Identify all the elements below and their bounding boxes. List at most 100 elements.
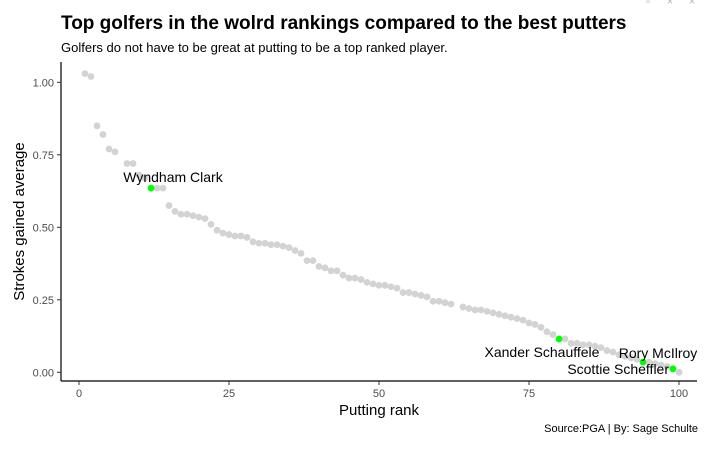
highlight-point: [669, 365, 677, 373]
data-point: [105, 145, 113, 153]
data-point: [489, 309, 497, 317]
data-point: [423, 293, 431, 301]
data-point: [477, 306, 485, 314]
data-point: [165, 202, 173, 209]
data-point: [363, 279, 371, 286]
data-point: [237, 232, 245, 240]
chart-subtitle: Golfers do not have to be great at putti…: [61, 40, 448, 55]
data-point: [141, 174, 149, 182]
data-point: [441, 299, 449, 307]
x-tick-label: 25: [223, 388, 235, 400]
data-point: [429, 297, 437, 305]
data-point: [573, 339, 581, 347]
data-point: [309, 257, 317, 265]
window-controls: ▫ × ×: [642, 0, 698, 8]
data-point: [321, 264, 329, 272]
data-point: [561, 335, 569, 343]
data-point: [177, 210, 185, 218]
x-tick-label: 100: [670, 388, 688, 400]
data-point: [465, 305, 473, 312]
data-point: [417, 292, 425, 299]
data-point: [381, 281, 389, 289]
data-point: [333, 267, 341, 275]
data-point: [99, 131, 107, 138]
data-point: [411, 290, 419, 298]
data-point: [387, 283, 395, 291]
data-point: [87, 73, 95, 80]
data-point: [597, 344, 605, 352]
data-point: [399, 289, 407, 296]
data-point: [495, 310, 503, 318]
data-point: [243, 234, 251, 241]
data-point: [345, 274, 353, 282]
data-point: [525, 319, 533, 327]
point-label: Wyndham Clark: [123, 169, 223, 185]
data-point: [279, 242, 287, 250]
data-point: [267, 241, 275, 249]
data-point: [219, 229, 227, 237]
data-point: [135, 171, 143, 179]
data-point: [513, 315, 521, 323]
close-icon[interactable]: ×: [666, 0, 674, 8]
data-point: [357, 276, 365, 283]
x-axis-title: Putting rank: [339, 402, 420, 419]
x-tick-label: 0: [76, 388, 82, 400]
data-point: [459, 303, 467, 311]
data-point: [651, 360, 659, 367]
data-point: [261, 239, 269, 247]
data-point: [579, 341, 587, 349]
data-point: [543, 328, 551, 336]
data-point: [213, 226, 221, 234]
close-icon[interactable]: ×: [688, 0, 696, 8]
x-tick-label: 50: [373, 388, 385, 400]
data-point: [375, 281, 383, 289]
data-point: [129, 160, 137, 167]
highlight-point: [639, 358, 647, 366]
x-tick-label: 75: [523, 388, 535, 400]
data-point: [393, 284, 401, 292]
data-point: [483, 308, 491, 315]
data-point: [621, 352, 629, 360]
y-tick-label: 0.75: [33, 150, 54, 162]
data-point: [339, 271, 347, 279]
data-point: [627, 354, 635, 362]
data-point: [471, 306, 479, 314]
data-point: [189, 212, 197, 220]
highlight-point: [555, 335, 563, 343]
highlight-point: [147, 184, 155, 192]
y-tick-label: 0.50: [33, 222, 54, 234]
data-point: [657, 361, 665, 369]
points-highlight: [147, 184, 677, 373]
data-point: [171, 207, 179, 215]
data-point: [159, 184, 167, 192]
data-point: [291, 247, 299, 254]
y-tick-label: 1.00: [33, 77, 54, 89]
data-point: [123, 160, 131, 167]
data-point: [327, 267, 335, 275]
data-point: [645, 358, 653, 366]
data-point: [615, 351, 623, 359]
data-point: [405, 289, 413, 296]
data-point: [315, 263, 323, 270]
data-point: [285, 244, 293, 252]
data-point: [183, 210, 191, 218]
data-point: [303, 257, 311, 265]
y-tick-label: 0.25: [33, 295, 54, 307]
point-label: Xander Schauffele: [485, 344, 600, 360]
data-point: [609, 348, 617, 356]
data-point: [567, 339, 575, 347]
data-point: [201, 215, 209, 223]
axes: 0 25 50 75 100 0.00 0.25 0.50 0.75 1.00 Putting ra…: [11, 62, 697, 419]
minimize-icon[interactable]: ▫: [646, 0, 650, 8]
data-point: [663, 363, 671, 370]
data-point: [231, 232, 239, 240]
chart-title: Top golfers in the wolrd rankings compar…: [61, 13, 627, 34]
data-point: [519, 316, 527, 324]
data-point: [537, 323, 545, 331]
data-point: [447, 300, 455, 308]
data-point: [207, 221, 215, 228]
data-point: [675, 368, 683, 376]
data-point: [369, 280, 377, 288]
points-other: [81, 70, 683, 376]
